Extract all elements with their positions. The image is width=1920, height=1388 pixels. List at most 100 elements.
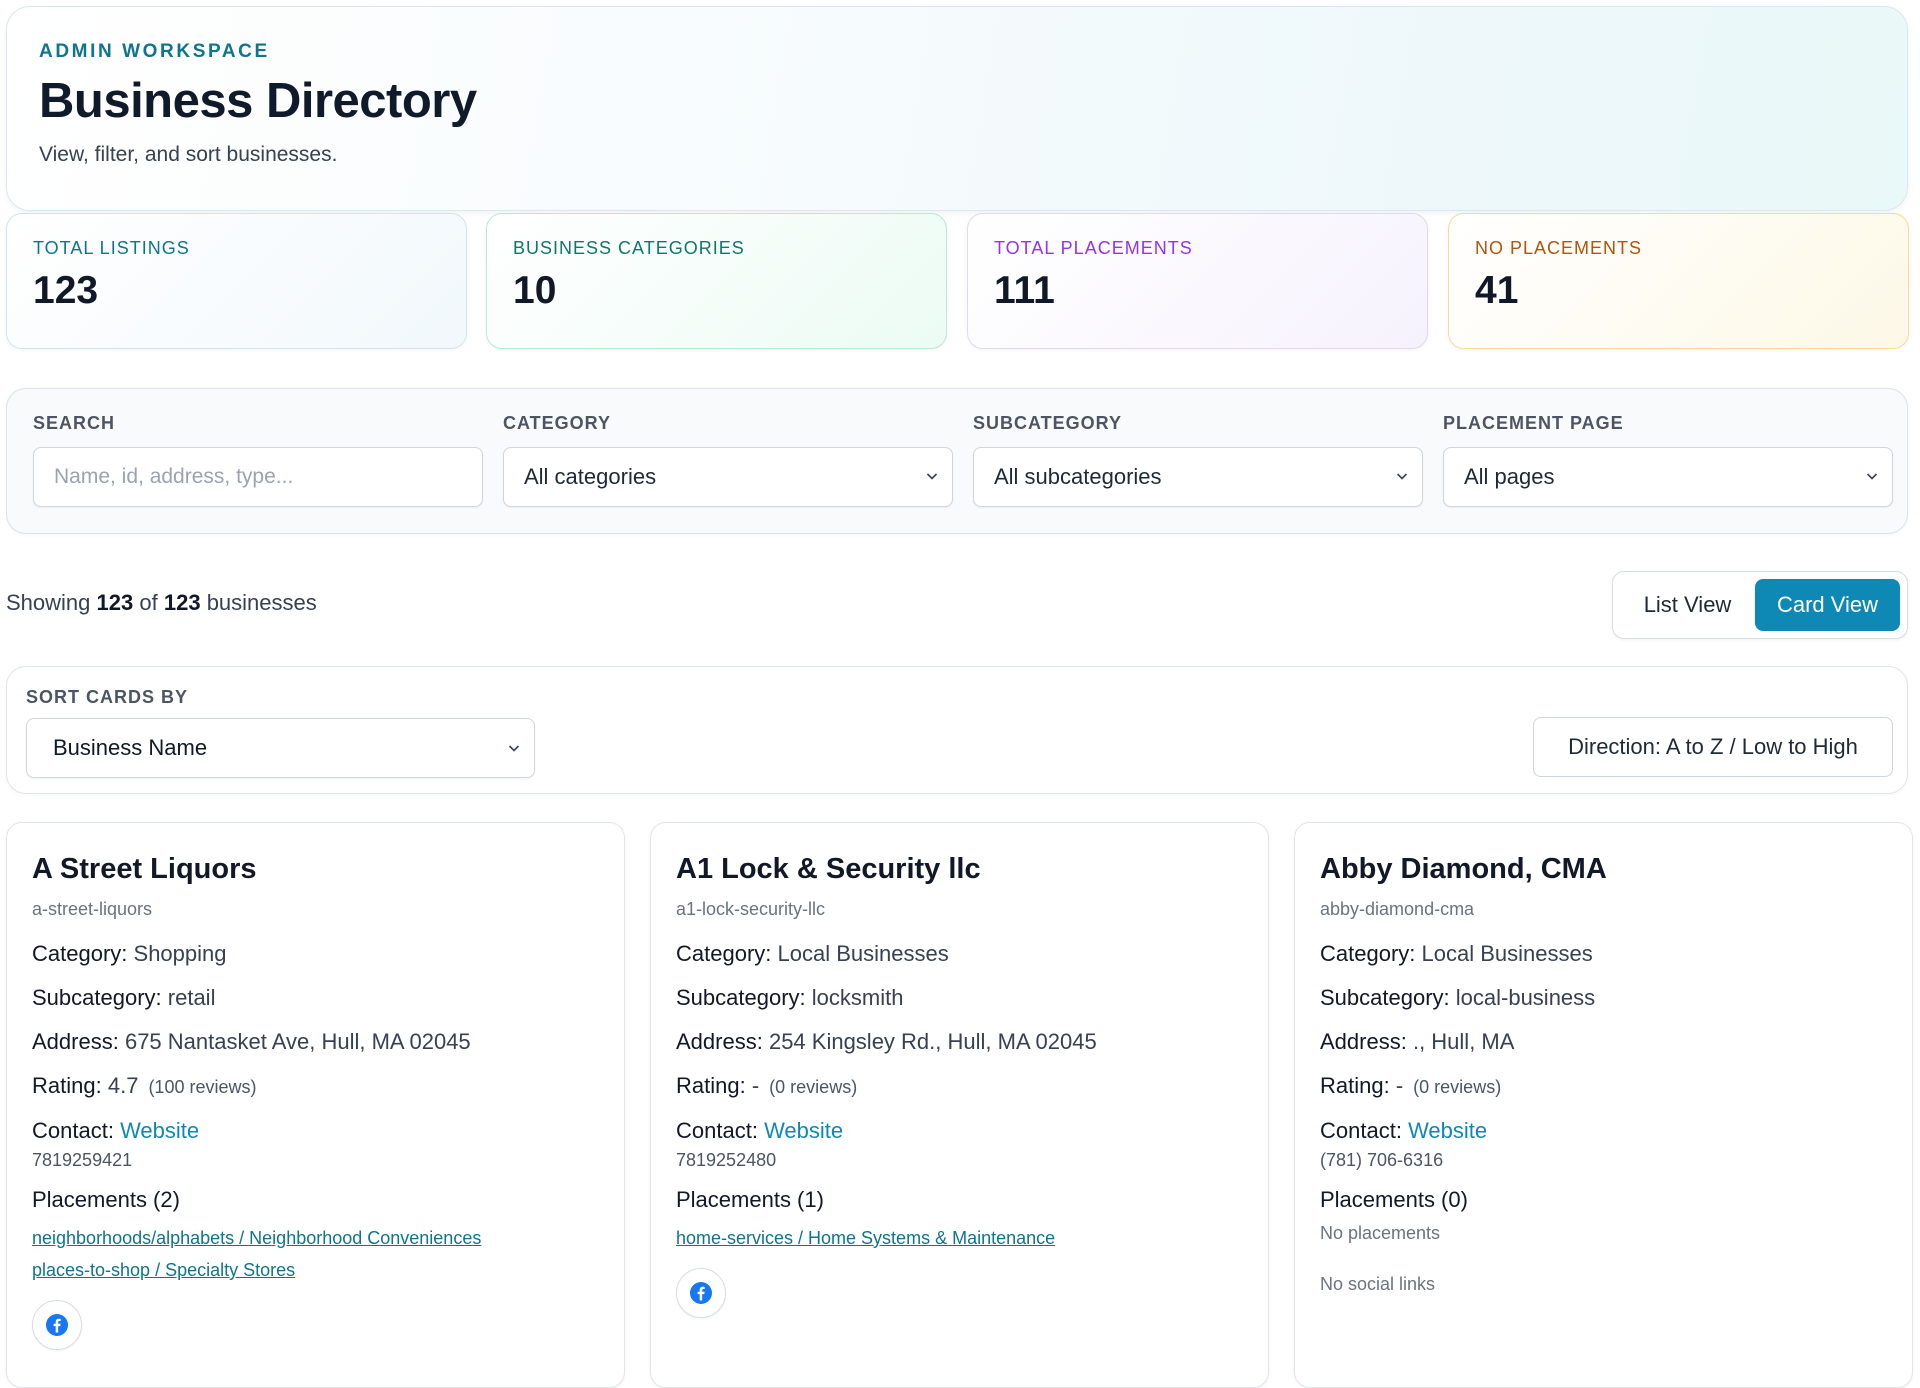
business-name: A Street Liquors — [32, 853, 257, 885]
sort-panel: SORT CARDS BY Business Name Direction: A… — [6, 666, 1908, 794]
category-label: CATEGORY — [503, 413, 612, 433]
subcategory-key: Subcategory: — [32, 985, 162, 1010]
search-field: SEARCH Name, id, address, type... — [33, 413, 483, 507]
card-view-button[interactable]: Card View — [1755, 579, 1900, 631]
review-count: (0 reviews) — [1413, 1077, 1502, 1097]
subcategory-value: locksmith — [811, 985, 904, 1010]
rating-value: 4.7 — [107, 1073, 139, 1098]
category-value: Shopping — [133, 941, 227, 966]
category-key: Category: — [676, 941, 772, 966]
business-contact: Contact: Website — [676, 1119, 1248, 1143]
business-slug: abby-diamond-cma — [1320, 899, 1475, 919]
rating-key: Rating: — [1320, 1073, 1390, 1098]
review-count: (0 reviews) — [769, 1077, 858, 1097]
facebook-link[interactable] — [32, 1300, 82, 1350]
workspace-eyebrow: ADMIN WORKSPACE — [39, 41, 270, 62]
stat-label: TOTAL LISTINGS — [33, 238, 190, 258]
sort-select-value: Business Name — [53, 735, 208, 760]
business-name: Abby Diamond, CMA — [1320, 853, 1607, 885]
subcategory-key: Subcategory: — [676, 985, 806, 1010]
search-label: SEARCH — [33, 413, 116, 433]
business-subcategory: Subcategory: locksmith — [676, 986, 1248, 1010]
subcategory-value: local-business — [1455, 985, 1596, 1010]
business-address: Address: 254 Kingsley Rd., Hull, MA 0204… — [676, 1030, 1248, 1054]
business-subcategory: Subcategory: local-business — [1320, 986, 1892, 1010]
placement-link[interactable]: neighborhoods/alphabets / Neighborhood C… — [32, 1228, 482, 1248]
rating-key: Rating: — [676, 1073, 746, 1098]
search-input[interactable]: Name, id, address, type... — [33, 447, 483, 507]
page-header: ADMIN WORKSPACE Business Directory View,… — [6, 6, 1908, 211]
subcategory-field: SUBCATEGORY All subcategories — [973, 413, 1423, 507]
stat-label: NO PLACEMENTS — [1475, 238, 1643, 258]
website-link[interactable]: Website — [1408, 1118, 1488, 1143]
business-card: A Street Liquors a-street-liquors Catego… — [6, 822, 625, 1388]
placement-link[interactable]: home-services / Home Systems & Maintenan… — [676, 1228, 1056, 1248]
placements-list: home-services / Home Systems & Maintenan… — [676, 1222, 1248, 1254]
rating-value: - — [751, 1073, 760, 1098]
placement-page-select[interactable]: All pages — [1443, 447, 1893, 507]
summary-of: of — [139, 590, 158, 615]
summary-suffix: businesses — [206, 590, 317, 615]
category-select[interactable]: All categories — [503, 447, 953, 507]
chevron-down-icon — [926, 473, 938, 480]
category-value: Local Businesses — [777, 941, 949, 966]
business-category: Category: Shopping — [32, 942, 604, 966]
view-toggle: List View Card View — [1612, 571, 1908, 639]
summary-total-count: 123 — [163, 590, 201, 615]
sort-direction-button[interactable]: Direction: A to Z / Low to High — [1533, 717, 1893, 777]
business-name: A1 Lock & Security llc — [676, 853, 981, 885]
placement-page-field: PLACEMENT PAGE All pages — [1443, 413, 1893, 507]
placement-link[interactable]: places-to-shop / Specialty Stores — [32, 1260, 296, 1280]
address-key: Address: — [1320, 1029, 1407, 1054]
business-phone: (781) 706-6316 — [1320, 1150, 1444, 1170]
no-social-links-text: No social links — [1320, 1274, 1436, 1294]
placements-title: Placements (2) — [32, 1187, 180, 1212]
business-card: Abby Diamond, CMA abby-diamond-cma Categ… — [1294, 822, 1913, 1388]
subcategory-key: Subcategory: — [1320, 985, 1450, 1010]
facebook-link[interactable] — [676, 1268, 726, 1318]
facebook-icon — [690, 1282, 712, 1304]
address-value: 254 Kingsley Rd., Hull, MA 02045 — [768, 1029, 1097, 1054]
stat-label: TOTAL PLACEMENTS — [994, 238, 1193, 258]
chevron-down-icon — [508, 745, 520, 752]
category-key: Category: — [32, 941, 128, 966]
website-link[interactable]: Website — [120, 1118, 200, 1143]
business-card: A1 Lock & Security llc a1-lock-security-… — [650, 822, 1269, 1388]
website-link[interactable]: Website — [764, 1118, 844, 1143]
results-summary: Showing 123 of 123 businesses — [6, 590, 317, 616]
business-slug: a-street-liquors — [32, 899, 153, 919]
chevron-down-icon — [1396, 473, 1408, 480]
stat-business-categories: BUSINESS CATEGORIES 10 — [486, 213, 947, 349]
contact-key: Contact: — [32, 1118, 114, 1143]
list-view-button[interactable]: List View — [1643, 592, 1732, 617]
stat-total-placements: TOTAL PLACEMENTS 111 — [967, 213, 1428, 349]
address-key: Address: — [32, 1029, 119, 1054]
business-rating: Rating: 4.7 (100 reviews) — [32, 1074, 604, 1099]
business-contact: Contact: Website — [1320, 1119, 1892, 1143]
category-field: CATEGORY All categories — [503, 413, 953, 507]
subcategory-value: retail — [167, 985, 216, 1010]
category-select-value: All categories — [524, 464, 657, 489]
sort-select[interactable]: Business Name — [26, 718, 535, 778]
page-title: Business Directory — [39, 74, 477, 128]
placement-page-select-value: All pages — [1464, 464, 1555, 489]
stat-no-placements: NO PLACEMENTS 41 — [1448, 213, 1909, 349]
business-phone: 7819259421 — [32, 1150, 133, 1170]
business-phone: 7819252480 — [676, 1150, 777, 1170]
subcategory-select[interactable]: All subcategories — [973, 447, 1423, 507]
business-subcategory: Subcategory: retail — [32, 986, 604, 1010]
summary-prefix: Showing — [6, 590, 91, 615]
category-value: Local Businesses — [1421, 941, 1593, 966]
summary-shown-count: 123 — [96, 590, 134, 615]
filters-panel: SEARCH Name, id, address, type... CATEGO… — [6, 388, 1908, 534]
category-key: Category: — [1320, 941, 1416, 966]
business-category: Category: Local Businesses — [1320, 942, 1892, 966]
business-rating: Rating: - (0 reviews) — [1320, 1074, 1892, 1099]
contact-key: Contact: — [1320, 1118, 1402, 1143]
stat-label: BUSINESS CATEGORIES — [513, 238, 745, 258]
address-value: 675 Nantasket Ave, Hull, MA 02045 — [124, 1029, 471, 1054]
business-address: Address: 675 Nantasket Ave, Hull, MA 020… — [32, 1030, 604, 1054]
business-rating: Rating: - (0 reviews) — [676, 1074, 1248, 1099]
subcategory-label: SUBCATEGORY — [973, 413, 1123, 433]
